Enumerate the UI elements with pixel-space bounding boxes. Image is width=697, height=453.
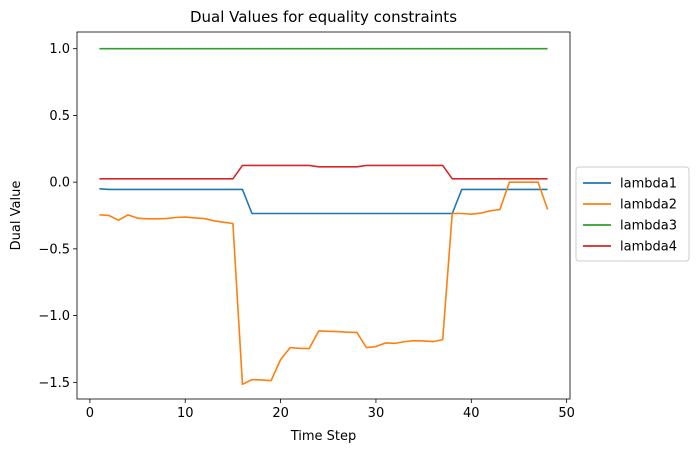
x-tick-label: 50 — [558, 406, 575, 421]
x-tick-label: 30 — [368, 406, 385, 421]
y-tick-label: 1.0 — [49, 42, 70, 57]
legend-label-lambda3: lambda3 — [620, 219, 677, 234]
y-axis-label: Dual Value — [9, 181, 24, 251]
plot-area — [99, 47, 549, 386]
x-axis-label: Time Step — [290, 429, 357, 444]
y-tick-label: −0.5 — [38, 242, 70, 257]
legend-box — [575, 166, 690, 262]
legend: lambda1 lambda2 lambda3 lambda4 — [575, 166, 690, 262]
x-axis-ticks: 0 10 20 30 40 50 — [86, 399, 575, 421]
legend-label-lambda1: lambda1 — [620, 177, 677, 192]
x-tick-label: 40 — [463, 406, 480, 421]
y-tick-label: 0.0 — [49, 176, 70, 191]
y-tick-label: 0.5 — [49, 109, 70, 124]
x-tick-label: 20 — [272, 406, 289, 421]
series-line-lambda2 — [99, 181, 549, 386]
x-tick-label: 0 — [86, 406, 94, 421]
legend-label-lambda2: lambda2 — [620, 198, 677, 213]
legend-label-lambda4: lambda4 — [620, 240, 677, 255]
y-axis-ticks: 1.0 0.5 0.0 −0.5 −1.0 −1.5 — [38, 42, 77, 391]
x-tick-label: 10 — [177, 406, 194, 421]
series-line-lambda4 — [99, 164, 548, 180]
series-line-lambda1 — [99, 188, 548, 215]
y-tick-label: −1.5 — [38, 376, 70, 391]
plot-frame — [76, 31, 571, 400]
chart-title: Dual Values for equality constraints — [190, 8, 457, 26]
y-tick-label: −1.0 — [38, 309, 70, 324]
